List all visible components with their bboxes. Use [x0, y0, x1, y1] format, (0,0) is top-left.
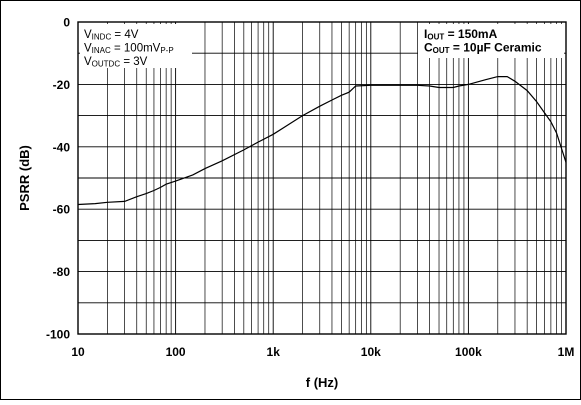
plot-area-border: [77, 21, 567, 335]
y-tick-label: -20: [53, 78, 71, 92]
conditions-box-right: [418, 24, 564, 58]
y-tick-label: -80: [53, 265, 71, 279]
y-tick-label: 0: [63, 16, 70, 30]
x-axis-title: f (Hz): [306, 375, 339, 390]
tick-labels: 10 100 1k 10k 100k 1M 0 -20 -40 -60 -80 -100: [46, 16, 574, 360]
x-tick-label: 100: [166, 345, 186, 359]
y-tick-label: -60: [53, 203, 71, 217]
condition-left-line: VINDC = 4V: [84, 29, 139, 42]
condition-right-line: COUT = 10µF Ceramic: [424, 41, 542, 56]
x-tick-label: 10k: [361, 345, 381, 359]
condition-left-line: VINAC = 100mVP-P: [84, 43, 174, 56]
grid: [78, 22, 566, 334]
y-tick-label: -40: [53, 140, 71, 154]
condition-right-line: IOUT = 150mA: [424, 27, 498, 42]
x-tick-label: 100k: [455, 345, 482, 359]
conditions-box-left: [80, 24, 192, 68]
x-tick-label: 1M: [558, 345, 575, 359]
y-axis-title: PSRR (dB): [17, 145, 32, 211]
psrr-series-line: [77, 75, 567, 206]
y-tick-label: -100: [46, 328, 70, 342]
condition-left-line: VOUTDC = 3V: [84, 56, 148, 69]
x-tick-label: 10: [71, 345, 85, 359]
x-tick-label: 1k: [267, 345, 281, 359]
series-layer: [77, 75, 567, 206]
